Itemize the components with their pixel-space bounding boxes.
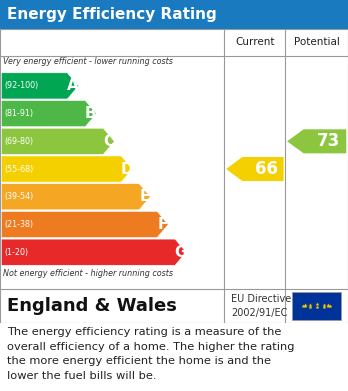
Polygon shape <box>1 100 96 127</box>
Text: F: F <box>158 217 168 232</box>
Text: Very energy efficient - lower running costs: Very energy efficient - lower running co… <box>3 57 173 66</box>
Polygon shape <box>1 184 150 210</box>
Text: 66: 66 <box>255 160 278 178</box>
Bar <box>292 292 341 320</box>
Polygon shape <box>1 156 132 182</box>
Text: 73: 73 <box>317 132 340 150</box>
Polygon shape <box>1 73 79 99</box>
Text: (21-38): (21-38) <box>5 220 34 229</box>
Text: D: D <box>120 161 133 176</box>
Text: (1-20): (1-20) <box>5 248 29 256</box>
Text: Energy Efficiency Rating: Energy Efficiency Rating <box>7 7 217 22</box>
Text: Current: Current <box>235 37 275 47</box>
Text: EU Directive
2002/91/EC: EU Directive 2002/91/EC <box>231 294 292 318</box>
Text: England & Wales: England & Wales <box>7 297 177 315</box>
Polygon shape <box>1 212 168 238</box>
Text: C: C <box>103 134 114 149</box>
Text: (81-91): (81-91) <box>5 109 34 118</box>
Text: E: E <box>140 189 150 204</box>
Polygon shape <box>226 157 284 181</box>
Text: (69-80): (69-80) <box>5 137 34 146</box>
Text: The energy efficiency rating is a measure of the
overall efficiency of a home. T: The energy efficiency rating is a measur… <box>7 327 294 380</box>
Text: (39-54): (39-54) <box>5 192 34 201</box>
Polygon shape <box>1 128 114 154</box>
Text: Not energy efficient - higher running costs: Not energy efficient - higher running co… <box>3 269 173 278</box>
Text: (92-100): (92-100) <box>5 81 39 90</box>
Polygon shape <box>287 129 346 153</box>
Text: Potential: Potential <box>294 37 340 47</box>
Text: B: B <box>85 106 97 121</box>
Text: (55-68): (55-68) <box>5 165 34 174</box>
Text: A: A <box>67 78 79 93</box>
Text: G: G <box>174 245 187 260</box>
Polygon shape <box>1 239 186 265</box>
